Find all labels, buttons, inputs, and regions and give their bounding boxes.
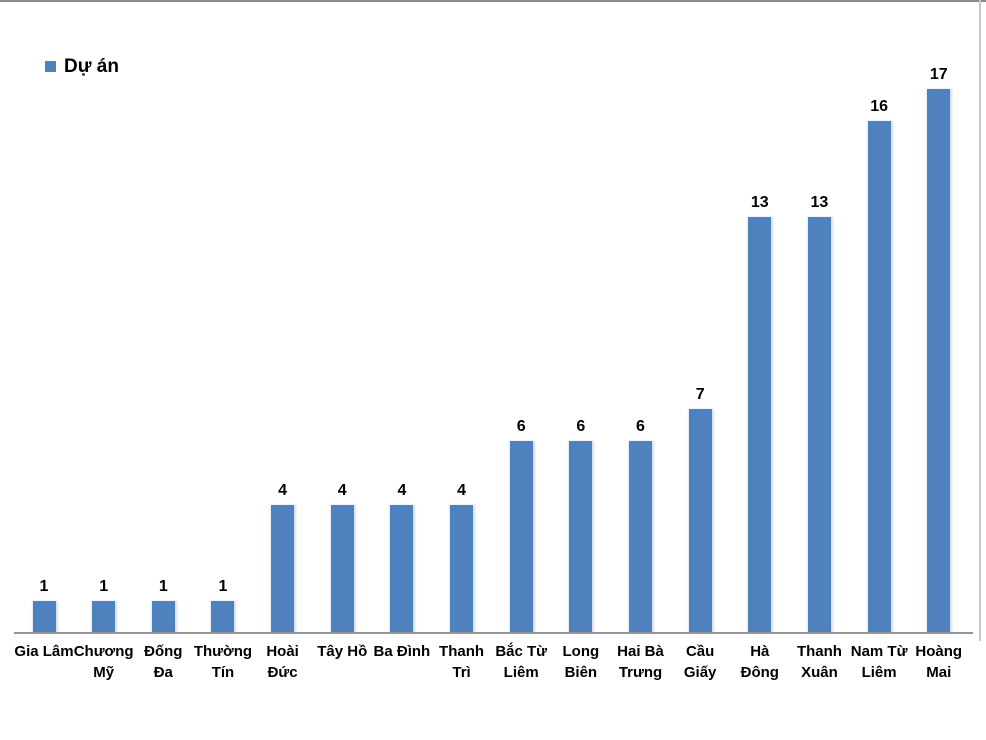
- x-axis-line: [14, 632, 973, 634]
- category-label: Thanh Trì: [439, 643, 485, 681]
- bar-value-label: 7: [695, 386, 705, 403]
- bar: [330, 505, 354, 633]
- bar: [748, 217, 772, 633]
- legend-swatch-icon: [45, 60, 56, 72]
- bar-value-label: 17: [929, 66, 948, 83]
- bar-value-label: 6: [576, 418, 586, 435]
- category-label: Hà Đông: [740, 643, 779, 681]
- bar: [807, 217, 831, 633]
- bar-value-label: 1: [99, 578, 109, 595]
- category-label: Long Biên: [562, 643, 600, 681]
- category-label: Tây Hồ: [317, 643, 368, 660]
- category-label: Chương Mỹ: [73, 643, 134, 681]
- bar: [390, 505, 414, 633]
- bar-value-label: 1: [158, 578, 168, 595]
- bar: [211, 601, 235, 633]
- bar-value-label: 13: [810, 194, 829, 211]
- category-label: Bắc Từ Liêm: [495, 643, 548, 681]
- bar-value-label: 4: [278, 482, 288, 499]
- category-label: Cầu Giấy: [683, 643, 717, 681]
- chart-top-border: [0, 0, 986, 2]
- legend: Dự án: [45, 56, 119, 76]
- category-label: Đống Đa: [144, 643, 183, 681]
- bar: [151, 601, 175, 633]
- bar: [629, 441, 652, 633]
- bar: [867, 121, 891, 633]
- bar: [92, 601, 116, 633]
- bar: [509, 441, 533, 633]
- bar-value-label: 1: [218, 578, 228, 595]
- bar: [688, 409, 712, 633]
- bar-value-label: 16: [870, 98, 888, 115]
- legend-label: Dự án: [64, 56, 119, 77]
- bar-value-label: 6: [516, 418, 526, 435]
- bar: [32, 601, 56, 633]
- category-label: Thường Tín: [193, 643, 253, 681]
- bar-value-label: 4: [457, 482, 466, 499]
- bar-value-label: 6: [636, 418, 645, 435]
- category-label: Thanh Xuân: [796, 643, 842, 681]
- bar: [569, 441, 593, 633]
- bar: [450, 505, 474, 633]
- bar: [271, 505, 295, 633]
- bar-value-label: 13: [750, 194, 769, 211]
- category-label: Hoài Đức: [266, 643, 299, 681]
- category-label: Nam Từ Liêm: [850, 643, 908, 681]
- category-label: Hoàng Mai: [915, 643, 963, 681]
- chart-right-border: [979, 0, 981, 641]
- category-label: Hai Bà Trưng: [617, 643, 664, 681]
- bar-value-label: 1: [39, 578, 49, 595]
- bar: [927, 89, 951, 633]
- bar-value-label: 4: [397, 482, 407, 499]
- category-label: Gia Lâm: [14, 643, 74, 660]
- bar-value-label: 4: [337, 482, 347, 499]
- category-label: Ba Đình: [373, 643, 431, 660]
